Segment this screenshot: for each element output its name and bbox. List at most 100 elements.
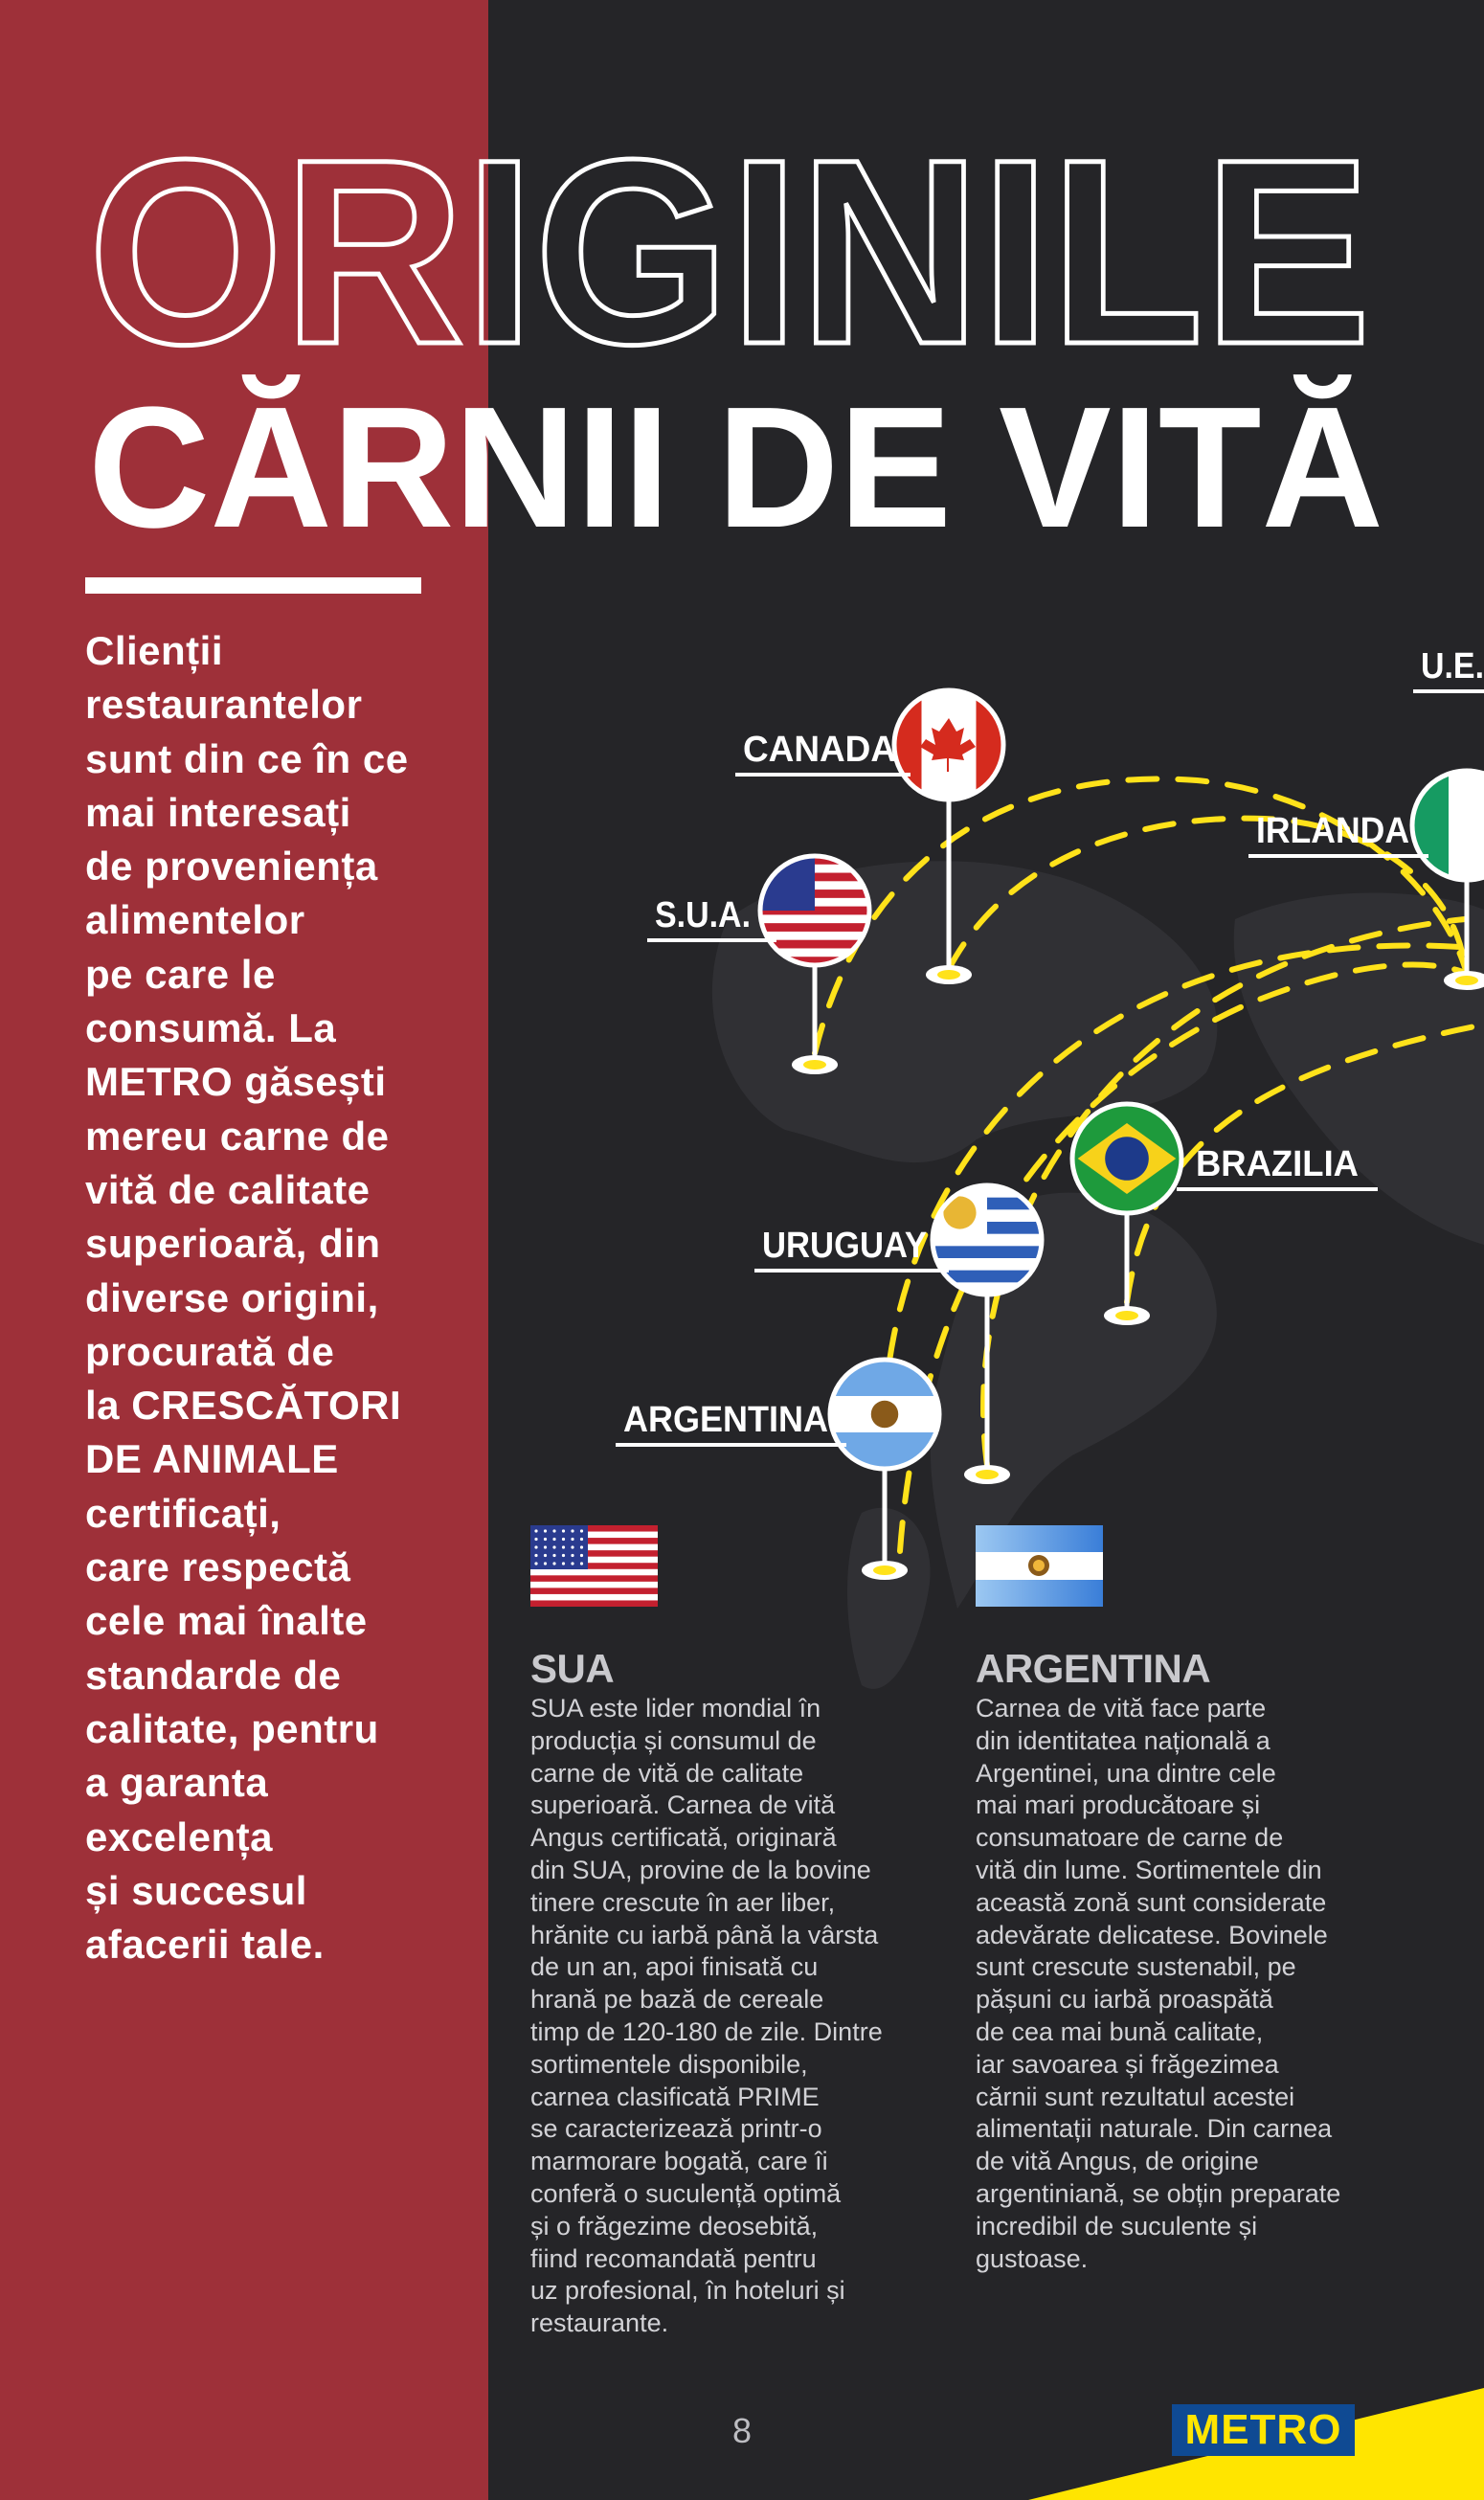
- body-line: Argentinei, una dintre cele: [976, 1758, 1276, 1788]
- body-line: din SUA, provine de la bovine: [530, 1855, 871, 1884]
- intro-line: și succesul: [85, 1867, 307, 1913]
- intro-line: vită de calitate: [85, 1166, 371, 1212]
- intro-line: afacerii tale.: [85, 1922, 325, 1968]
- body-line: timp de 120-180 de zile. Dintre: [530, 2016, 883, 2046]
- intro-line: pe care le: [85, 951, 276, 997]
- body-line: fiind recomandată pentru: [530, 2243, 817, 2273]
- intro-line: sunt din ce în ce: [85, 735, 409, 781]
- section-heading: ARGENTINA: [976, 1646, 1211, 1691]
- body-line: din identitatea națională a: [976, 1725, 1270, 1755]
- pin-label: BRAZILIA: [1196, 1144, 1359, 1184]
- usa-flag-icon: [760, 856, 869, 965]
- body-line: această zonă sunt considerate: [976, 1887, 1327, 1917]
- red-side-panel: [0, 0, 488, 2500]
- title: ORIGINILE CĂRNII DE VITĂ: [86, 103, 1384, 565]
- section-sua: SUA SUA este lider mondial în producția ș…: [530, 1645, 952, 2340]
- body-line: de vită Angus, de origine: [976, 2147, 1259, 2176]
- body-line: adevărate delicatese. Bovinele: [976, 1920, 1328, 1949]
- body-line: Angus certificată, originară: [530, 1823, 837, 1853]
- route-argentina-ue: [882, 942, 1477, 1410]
- intro-line: procurată de: [85, 1328, 335, 1374]
- argentina-flag-icon: [830, 1360, 939, 1469]
- metro-logo: METRO: [1172, 2404, 1355, 2456]
- route-argentina-irlanda: [897, 961, 1477, 1554]
- logo-text: METRO: [1184, 2406, 1342, 2453]
- map-pin-irlanda: IRLANDA: [1248, 768, 1484, 990]
- intro-line: excelența: [85, 1813, 273, 1859]
- body-line: tinere crescute în aer liber,: [530, 1887, 836, 1917]
- body-line: pășuni cu iarbă proaspătă: [976, 1985, 1273, 2015]
- body-line: Carnea de vită face parte: [976, 1694, 1267, 1723]
- body-line: hrănite cu iarbă până la vârsta: [530, 1920, 879, 1949]
- body-line: vită din lume. Sortimentele din: [976, 1855, 1322, 1884]
- pin-label: CANADA: [743, 730, 896, 770]
- body-line: carne de vită de calitate: [530, 1758, 804, 1788]
- title-line1: ORIGINILE: [88, 105, 1371, 399]
- section-argentina: ARGENTINA Carnea de vită face parte din i…: [976, 1645, 1397, 2275]
- section-heading: SUA: [530, 1646, 615, 1691]
- intro-line: a garanta: [85, 1760, 269, 1806]
- route-brazilia-ue: [1124, 1022, 1484, 1305]
- map-pin-canada: CANADA: [735, 687, 1006, 984]
- body-line: uz profesional, în hoteluri și: [530, 2276, 845, 2306]
- brazil-flag-icon: [1072, 1104, 1181, 1213]
- intro-line: consumă. La: [85, 1005, 337, 1051]
- map-pin-uruguay: URUGUAY: [754, 1182, 1045, 1484]
- intro-line: la CRESCĂTORI: [85, 1383, 402, 1429]
- body-line: cărnii sunt rezultatul acestei: [976, 2082, 1295, 2111]
- intro-line: mai interesați: [85, 789, 351, 835]
- body-line: gustoase.: [976, 2243, 1089, 2273]
- body-line: conferă o suculență optimă: [530, 2178, 842, 2208]
- route-canada-irlanda: [946, 815, 1468, 972]
- body-line: superioară. Carnea de vită: [530, 1791, 836, 1820]
- body-line: restaurante.: [530, 2309, 669, 2338]
- page-number: 8: [731, 2411, 753, 2450]
- body-line: incredibil de suculente și: [976, 2211, 1258, 2241]
- intro-line: care respectă: [85, 1544, 351, 1590]
- body-line: hrană pe bază de cereale: [530, 1985, 824, 2015]
- intro-line: standarde de: [85, 1652, 342, 1698]
- body-line: marmorare bogată, care îi: [530, 2147, 828, 2176]
- body-line: sunt crescute sustenabil, pe: [976, 1952, 1296, 1982]
- map-pin-brazilia: BRAZILIA: [1069, 1101, 1378, 1325]
- uruguay-flag-icon: [933, 1185, 1042, 1295]
- body-line: alimentații naturale. Din carnea: [976, 2114, 1333, 2144]
- pin-label: U.E.: [1421, 646, 1484, 687]
- body-line: producția și consumul de: [530, 1725, 817, 1755]
- intro-line: diverse origini,: [85, 1274, 379, 1320]
- body-line: de cea mai bună calitate,: [976, 2016, 1264, 2046]
- intro-line: Clienții: [85, 628, 224, 673]
- intro-line: mereu carne de: [85, 1113, 390, 1159]
- pin-label: ARGENTINA: [623, 1400, 828, 1440]
- title-line2: CĂRNII DE VITĂ: [88, 372, 1383, 564]
- title-divider: [85, 577, 421, 594]
- intro-line: certificați,: [85, 1490, 281, 1536]
- intro-text: Clienții restaurantelor sunt din ce în ce m…: [85, 624, 487, 1971]
- pin-label: S.U.A.: [655, 895, 751, 935]
- body-line: și o frăgezime deosebită,: [530, 2211, 819, 2241]
- section-body: Carnea de vită face parte din identitatea…: [976, 1693, 1397, 2275]
- pin-label: IRLANDA: [1256, 811, 1409, 851]
- map-pin-ue: U.E.: [1413, 646, 1484, 693]
- body-line: sortimentele disponibile,: [530, 2049, 808, 2079]
- map-pin-argentina: ARGENTINA: [616, 1357, 942, 1580]
- pin-label: URUGUAY: [762, 1226, 927, 1266]
- usa-flag-icon: [530, 1525, 658, 1607]
- intro-line: alimentelor: [85, 897, 305, 943]
- body-line: consumatoare de carne de: [976, 1823, 1284, 1853]
- body-line: SUA este lider mondial în: [530, 1694, 821, 1723]
- intro-line: de proveniența: [85, 844, 378, 890]
- body-line: iar savoarea și frăgezimea: [976, 2049, 1279, 2079]
- map-pin-sua: S.U.A.: [647, 853, 872, 1074]
- intro-line: METRO găsești: [85, 1059, 387, 1105]
- body-line: se caracterizează printr-o: [530, 2114, 822, 2144]
- section-body: SUA este lider mondial în producția și co…: [530, 1693, 952, 2340]
- body-line: carnea clasificată PRIME: [530, 2082, 820, 2111]
- trade-routes: [812, 776, 1484, 1554]
- body-line: argentiniană, se obțin preparate: [976, 2178, 1341, 2208]
- route-sua-irlanda: [812, 776, 1468, 1056]
- intro-line: superioară, din: [85, 1221, 381, 1267]
- argentina-flag-icon: [976, 1525, 1103, 1607]
